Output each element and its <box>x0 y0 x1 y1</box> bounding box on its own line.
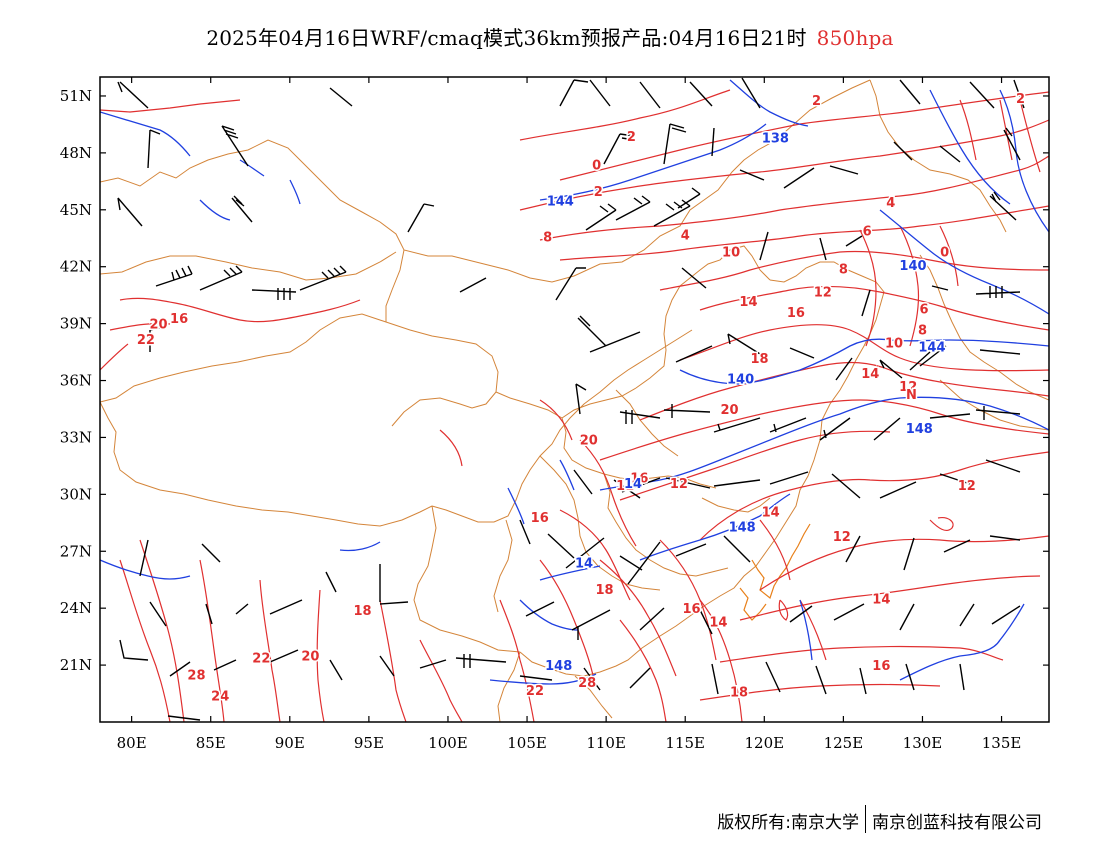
temperature-contour-label: 11 <box>616 479 634 494</box>
x-tick-label: 85E <box>196 734 226 752</box>
temperature-contour-label: 14 <box>739 295 757 310</box>
copyright-footer: 版权所有:南京大学 南京创蓝科技有限公司 <box>717 805 1042 833</box>
temperature-contour-label: 2 <box>812 94 821 109</box>
temperature-contour-label: 16 <box>787 306 805 321</box>
temperature-contour-label: 16 <box>630 471 648 486</box>
copyright-owner: 版权所有:南京大学 <box>717 813 859 833</box>
x-tick-label: 90E <box>275 734 305 752</box>
temperature-contour-label: 18 <box>354 604 372 619</box>
x-tick-label: 135E <box>982 734 1022 752</box>
y-tick-label: 33N <box>60 428 92 446</box>
temperature-contour-label: 4 <box>681 228 690 243</box>
temperature-contour-label: 2 <box>627 130 636 145</box>
title-main: 2025年04月16日WRF/cmaq模式36km预报产品:04月16日21时 <box>206 26 807 50</box>
plot-frame <box>99 76 1050 723</box>
temperature-contour-label: 18 <box>751 352 769 367</box>
axis-ticks <box>100 77 1049 722</box>
geopotential-contour-label: 144 <box>547 194 574 209</box>
temperature-contour-label: 20 <box>149 318 167 333</box>
geopotential-contour-label: 138 <box>762 132 789 147</box>
geopotential-contour-label: 14 <box>624 477 642 492</box>
y-tick-label: 24N <box>60 599 92 617</box>
x-tick-label: 110E <box>586 734 626 752</box>
boundary-lines <box>100 79 1049 722</box>
temperature-contour-label: 6 <box>863 225 872 240</box>
geopotential-contour-label: 144 <box>918 340 945 355</box>
temperature-contour-label: 28 <box>187 669 205 684</box>
temperature-contour-label: 20 <box>720 403 738 418</box>
footer-separator <box>865 805 866 833</box>
x-tick-label: 105E <box>507 734 547 752</box>
y-tick-label: 45N <box>60 201 92 219</box>
temperature-contour-label: 20 <box>301 650 319 665</box>
y-tick-label: 39N <box>60 315 92 333</box>
temperature-contour-label: 16 <box>170 312 188 327</box>
temperature-contour-label: 4 <box>886 196 895 211</box>
temperature-contour-label: 14 <box>709 615 727 630</box>
temperature-contour-label: 2 <box>1016 92 1025 107</box>
temperature-contour-label: 16 <box>531 511 549 526</box>
copyright-company: 南京创蓝科技有限公司 <box>872 813 1042 833</box>
y-tick-label: 27N <box>60 542 92 560</box>
temperature-contour-label: 12 <box>899 380 917 395</box>
temperature-contour-label: 14 <box>872 593 890 608</box>
temperature-contour-label: 2 <box>594 185 603 200</box>
temperature-contour-label: 8 <box>543 230 552 245</box>
temperature-contour-label: 12 <box>814 285 832 300</box>
geopotential-contour-label: 14 <box>575 557 593 572</box>
x-tick-label: 115E <box>665 734 705 752</box>
x-tick-label: 80E <box>117 734 147 752</box>
coastline-detail <box>739 523 811 621</box>
geopotential-contour-label: 140 <box>899 259 926 274</box>
map-title: 2025年04月16日WRF/cmaq模式36km预报产品:04月16日21时 8… <box>0 22 1100 51</box>
temperature-contour-label: 22 <box>137 333 155 348</box>
temperature-contour-label: 0 <box>592 158 601 173</box>
temperature-contour-label: 0 <box>940 246 949 261</box>
y-tick-label: 48N <box>60 144 92 162</box>
temperature-contour-label: 24 <box>211 689 229 704</box>
temperature-contour-label: 8 <box>839 263 848 278</box>
x-tick-label: 120E <box>745 734 785 752</box>
temperature-contour-label: 16 <box>682 602 700 617</box>
temperature-contour-label: 18 <box>596 583 614 598</box>
geopotential-contour-label: 148 <box>906 422 933 437</box>
temperature-contour-label: 14 <box>861 367 879 382</box>
title-level: 850hpa <box>816 26 894 50</box>
temperature-contour-label: 22 <box>526 684 544 699</box>
temperature-contour-label: 12 <box>670 477 688 492</box>
temperature-contour-label: 28 <box>578 676 596 691</box>
y-tick-label: 21N <box>60 656 92 674</box>
temperature-contour-label: 22 <box>252 652 270 667</box>
x-tick-label: 125E <box>824 734 864 752</box>
temperature-contour-label: 16 <box>872 659 890 674</box>
temperature-contour-label: 20 <box>580 433 598 448</box>
y-tick-label: 30N <box>60 485 92 503</box>
temperature-contour-label: 12 <box>958 479 976 494</box>
y-tick-label: 51N <box>60 87 92 105</box>
axis-labels: 80E 85E 90E 95E 100E 105E 110E 115E 120E 125E 130E… <box>60 87 1022 752</box>
geopotential-contour-label: 148 <box>729 521 756 536</box>
temperature-contour-label: 18 <box>730 686 748 701</box>
temperature-contour-label: 12 <box>833 530 851 545</box>
y-tick-label: 36N <box>60 372 92 390</box>
temperature-contour-label: 10 <box>722 246 740 261</box>
wind-barbs <box>117 77 1025 721</box>
temperature-contour-label: 8 <box>918 323 927 338</box>
temperature-isolines <box>100 89 1049 722</box>
temperature-contour-label: N <box>906 388 917 403</box>
temperature-contour-label: 6 <box>920 302 929 317</box>
x-tick-label: 100E <box>428 734 468 752</box>
geopotential-contour-label: 140 <box>727 373 754 388</box>
temperature-contour-label: 10 <box>885 337 903 352</box>
geopotential-contour-label: 148 <box>545 659 572 674</box>
x-tick-label: 95E <box>354 734 384 752</box>
y-tick-label: 42N <box>60 258 92 276</box>
temperature-contour-label: 14 <box>762 505 780 520</box>
x-tick-label: 130E <box>903 734 943 752</box>
